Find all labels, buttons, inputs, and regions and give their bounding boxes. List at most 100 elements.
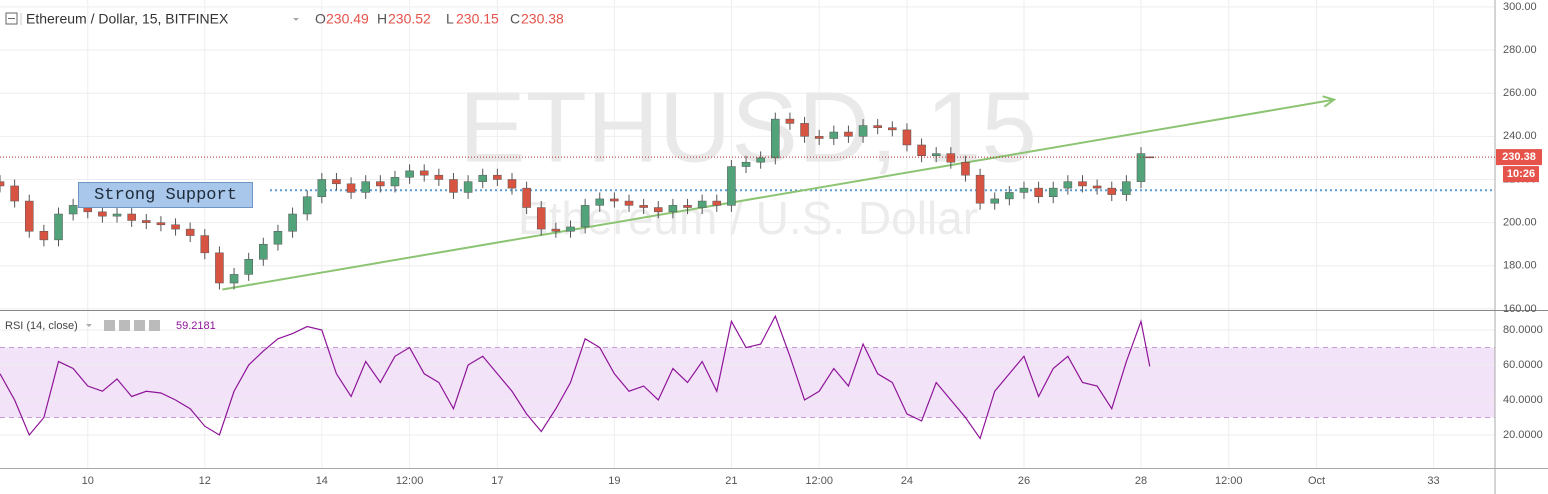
countdown-text: 10:26	[1507, 168, 1535, 180]
candle-body	[961, 161, 970, 176]
x-tick-label: 28	[1135, 475, 1147, 487]
candle-body	[1136, 153, 1146, 182]
candle-body	[697, 200, 707, 208]
candle-body	[522, 187, 531, 208]
candle-body	[536, 207, 546, 230]
indicator-name[interactable]: RSI (14, close)	[5, 320, 78, 332]
collapse-icon[interactable]	[5, 12, 18, 25]
candle-body	[1063, 181, 1073, 189]
y-tick-label: 300.00	[1503, 1, 1537, 13]
candle-body	[273, 231, 283, 245]
candle-body	[200, 235, 210, 254]
candle-body	[946, 153, 956, 163]
candle-body	[0, 181, 5, 187]
candle-body	[156, 222, 166, 226]
candle-body	[1005, 192, 1014, 200]
rsi-tick-label: 40.0000	[1503, 394, 1543, 406]
y-tick-label: 260.00	[1503, 87, 1537, 99]
dropdown-caret[interactable]	[86, 324, 92, 327]
candle-body	[1034, 187, 1043, 197]
x-tick-label: 12	[199, 475, 211, 487]
rsi-tick-label: 80.0000	[1503, 324, 1543, 336]
candle-body	[1078, 181, 1087, 187]
candle-body	[566, 226, 575, 232]
ohlc-value: 230.38	[521, 11, 564, 27]
candle-body	[668, 205, 678, 213]
x-tick-label: 10	[82, 475, 94, 487]
trendline-arrowhead	[1322, 95, 1337, 108]
settings-icon[interactable]	[119, 320, 130, 331]
candle-body	[215, 252, 224, 284]
last-price-tag-text: 230.38	[1502, 151, 1536, 163]
ohlc-value: 230.52	[388, 11, 431, 27]
dropdown-caret[interactable]	[293, 18, 299, 21]
close-icon[interactable]	[149, 320, 160, 331]
candle-body	[1048, 187, 1058, 197]
countdown-tag	[1503, 166, 1539, 183]
x-tick-label: 21	[725, 475, 737, 487]
candle-body	[1092, 185, 1102, 189]
candle-body	[171, 224, 180, 230]
candle-body	[112, 213, 122, 217]
candle-body	[449, 179, 458, 193]
symbol-title[interactable]: Ethereum / Dollar, 15, BITFINEX	[26, 11, 229, 27]
candle-body	[1107, 187, 1117, 195]
x-tick-label: 12:00	[805, 475, 833, 487]
candle-body	[1122, 181, 1131, 195]
candle-body	[580, 205, 590, 228]
candle-body	[771, 118, 780, 159]
rsi-tick-label: 20.0000	[1503, 429, 1543, 441]
candle-body	[376, 181, 385, 187]
candle-body	[800, 123, 809, 137]
candle-body	[610, 198, 619, 202]
candle-body	[1019, 187, 1029, 193]
x-tick-label: 19	[608, 475, 620, 487]
x-tick-label: 17	[491, 475, 503, 487]
eye-icon[interactable]	[104, 320, 115, 331]
ohlc-value: 230.49	[326, 11, 369, 27]
x-tick-label: 12:00	[396, 475, 424, 487]
ohlc-value: 230.15	[456, 11, 499, 27]
candle-body	[741, 161, 751, 167]
x-tick-label: 12:00	[1215, 475, 1243, 487]
rsi-tick-label: 60.0000	[1503, 359, 1543, 371]
ohlc-key: L	[446, 11, 454, 27]
candle-body	[332, 179, 341, 185]
candle-body	[229, 274, 239, 284]
support-label: Strong Support	[78, 182, 253, 208]
candle-body	[727, 166, 736, 206]
candle-body	[917, 144, 926, 157]
add-icon[interactable]	[134, 320, 145, 331]
candle-body	[259, 243, 268, 260]
candle-body	[288, 213, 297, 232]
candle-body	[639, 205, 648, 208]
last-price-tag	[1496, 149, 1542, 166]
candle-body	[873, 125, 882, 128]
candle-body	[975, 174, 985, 204]
candle-body	[829, 131, 839, 139]
y-tick-label: 240.00	[1503, 130, 1537, 142]
indicator-value: 59.2181	[176, 320, 216, 332]
x-tick-label: 24	[901, 475, 913, 487]
candle-body	[463, 181, 473, 193]
candle-body	[990, 198, 999, 204]
candle-body	[683, 205, 692, 208]
candle-body	[185, 228, 195, 236]
y-tick-label: 180.00	[1503, 260, 1537, 272]
candle-body	[317, 179, 327, 197]
candle-body	[127, 213, 136, 221]
y-tick-label: 200.00	[1503, 217, 1537, 229]
candle-body	[244, 259, 253, 275]
candle-body	[756, 157, 765, 163]
candle-body	[844, 131, 853, 137]
candle-body	[98, 211, 107, 217]
candle-body	[902, 129, 912, 146]
candle-body	[814, 136, 824, 139]
background	[0, 0, 1495, 468]
candle-body	[785, 118, 795, 124]
y-tick-label: 160.00	[1503, 303, 1537, 315]
candle-body	[346, 183, 356, 193]
y-tick-label: 280.00	[1503, 44, 1537, 56]
